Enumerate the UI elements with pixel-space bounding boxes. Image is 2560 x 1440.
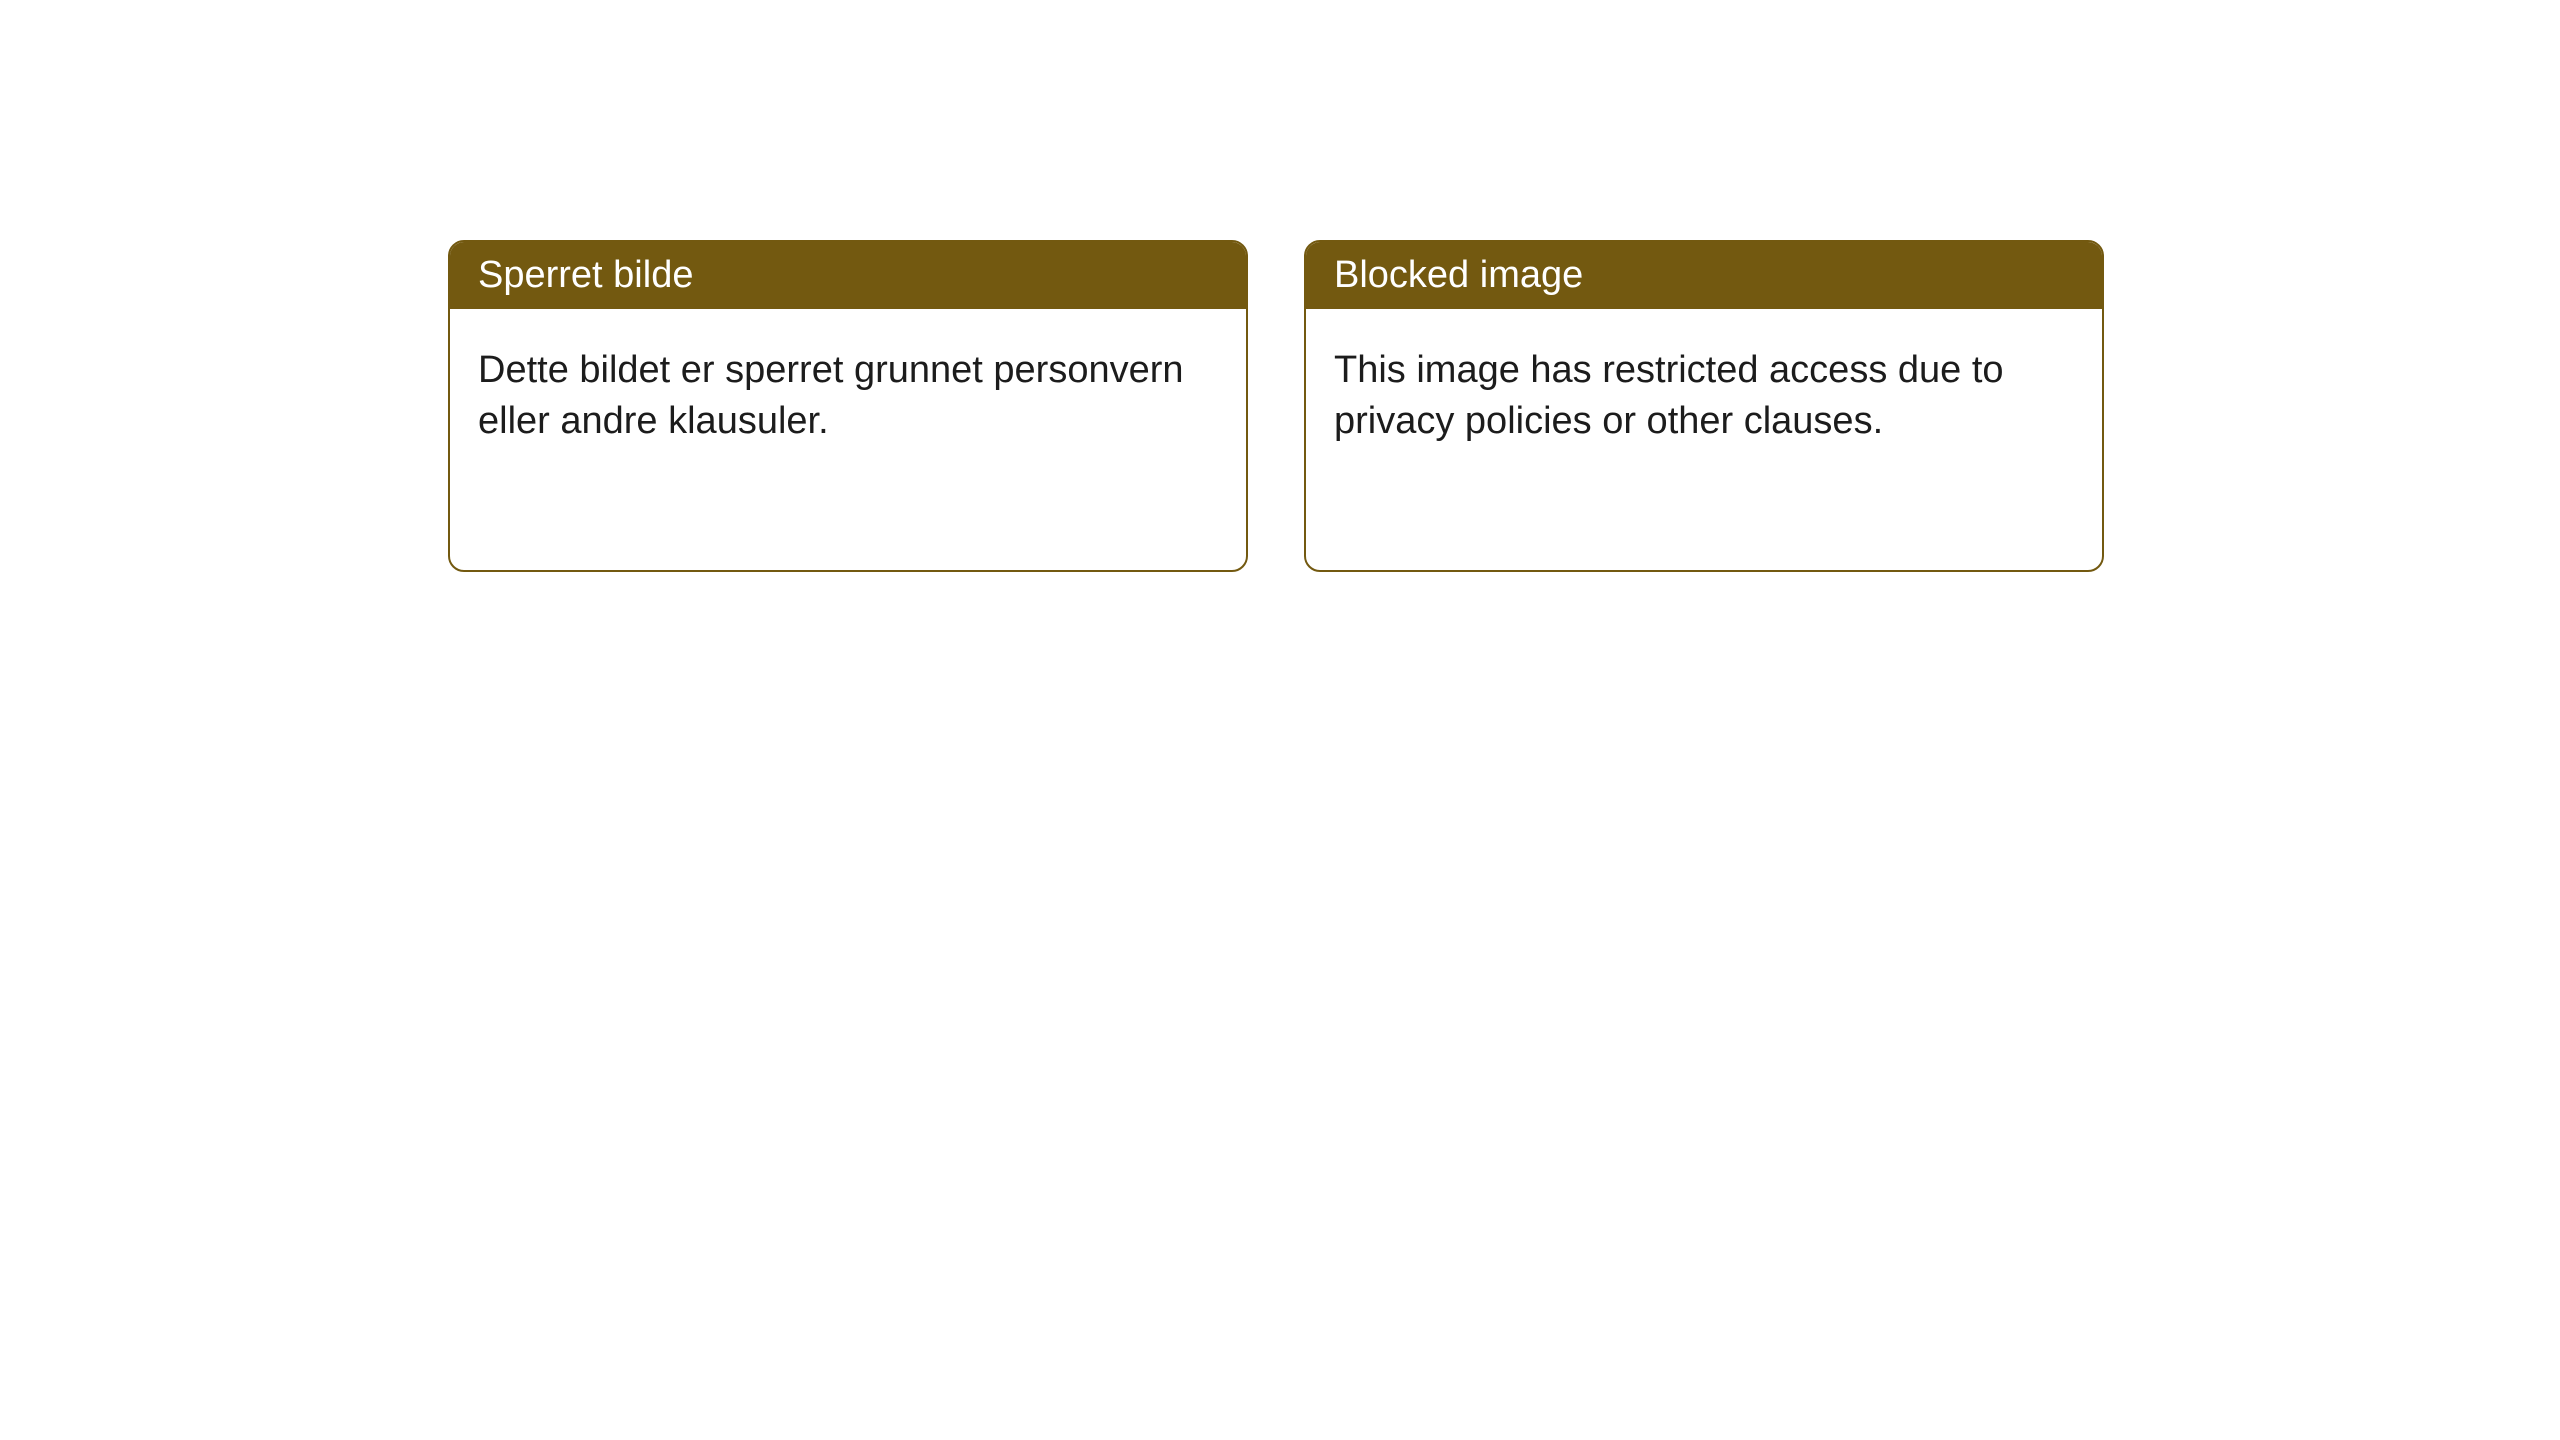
notice-card-english: Blocked image This image has restricted … — [1304, 240, 2104, 572]
notice-card-norwegian: Sperret bilde Dette bildet er sperret gr… — [448, 240, 1248, 572]
notice-card-header: Blocked image — [1306, 242, 2102, 309]
notice-card-body: This image has restricted access due to … — [1306, 309, 2102, 484]
notice-cards-container: Sperret bilde Dette bildet er sperret gr… — [0, 0, 2560, 572]
notice-card-body: Dette bildet er sperret grunnet personve… — [450, 309, 1246, 484]
notice-card-header: Sperret bilde — [450, 242, 1246, 309]
